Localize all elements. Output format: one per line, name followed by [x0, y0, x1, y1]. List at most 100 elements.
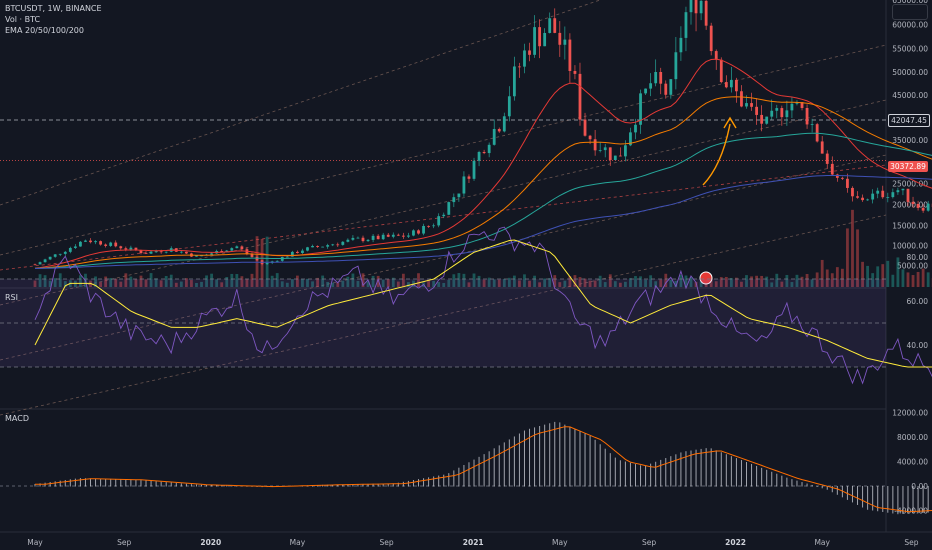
- volume-bar: [311, 281, 314, 287]
- volume-bar: [780, 281, 784, 287]
- candle-body: [447, 202, 451, 215]
- volume-bar: [689, 277, 693, 287]
- time-axis-label: Sep: [380, 538, 394, 547]
- volume-bar: [99, 282, 102, 287]
- candle-body: [306, 247, 309, 251]
- volume-bar: [79, 275, 82, 287]
- last-price-tag: 30372.89: [888, 161, 928, 172]
- volume-bar: [179, 281, 183, 287]
- volume-bar: [608, 274, 612, 287]
- macd-axis-label: 4000.00: [897, 458, 928, 467]
- volume-bar: [159, 280, 163, 287]
- rsi-axis-label: 60.00: [907, 297, 929, 306]
- candle-body: [472, 160, 476, 179]
- ema-label: EMA 20/50/100/200: [5, 26, 84, 35]
- volume-bar: [760, 275, 764, 287]
- volume-bar: [861, 261, 864, 287]
- volume-bar: [921, 268, 925, 287]
- volume-bar: [810, 279, 814, 287]
- candle-body: [714, 51, 718, 60]
- candle-body: [634, 124, 637, 133]
- volume-bar: [225, 276, 229, 287]
- candle-body: [164, 251, 168, 253]
- volume-bar: [507, 277, 511, 287]
- candle-body: [94, 241, 97, 243]
- candle-body: [583, 119, 587, 136]
- candle-body: [679, 37, 683, 53]
- candle-body: [417, 230, 420, 234]
- candle-body: [901, 188, 905, 191]
- volume-bar: [765, 276, 769, 287]
- candle-body: [381, 234, 385, 240]
- candle-body: [119, 246, 123, 249]
- volume-bar: [381, 279, 385, 287]
- volume-bar: [487, 277, 491, 287]
- time-axis-label: Sep: [904, 538, 918, 547]
- candle-body: [659, 71, 663, 84]
- candle-body: [835, 174, 839, 178]
- candle-body: [311, 246, 314, 248]
- candle-body: [184, 251, 188, 254]
- candle-body: [871, 193, 875, 200]
- volume-label: Vol · BTC: [5, 15, 41, 24]
- candle-body: [235, 246, 239, 249]
- candle-body: [568, 39, 572, 71]
- candle-body: [53, 254, 57, 257]
- volume-bar: [598, 275, 602, 287]
- candle-body: [528, 50, 531, 55]
- candle-body: [220, 250, 224, 253]
- volume-bar: [94, 276, 97, 287]
- volume-bar: [871, 273, 875, 287]
- projection-arrowhead: [723, 116, 737, 129]
- volume-bar: [745, 275, 748, 287]
- volume-bar: [634, 276, 637, 287]
- candle-body: [497, 128, 501, 132]
- candle-body: [482, 152, 486, 154]
- volume-bar: [795, 274, 799, 287]
- volume-bar: [699, 281, 703, 287]
- candle-body: [820, 141, 824, 154]
- volume-bar: [210, 273, 214, 287]
- candle-body: [275, 260, 279, 262]
- candle-body: [296, 251, 299, 253]
- candle-body: [452, 197, 456, 203]
- candle-body: [886, 197, 890, 198]
- candle-body: [401, 235, 405, 237]
- volume-bar: [553, 275, 557, 287]
- candle-body: [618, 155, 622, 157]
- candle-body: [386, 234, 390, 237]
- time-axis-label: Sep: [117, 538, 131, 547]
- volume-bar: [38, 274, 42, 287]
- volume-bar: [886, 260, 890, 287]
- macd-histogram-group: [34, 421, 929, 515]
- price-scale-button[interactable]: [892, 4, 928, 20]
- volume-bar: [356, 280, 360, 287]
- candle-body: [321, 246, 325, 248]
- volume-bar: [149, 273, 153, 287]
- volume-bar: [270, 275, 274, 287]
- volume-bar: [296, 275, 299, 287]
- volume-bar: [250, 273, 254, 287]
- volume-bar: [280, 281, 284, 287]
- rsi-pane-title: RSI: [5, 293, 18, 302]
- volume-bar: [109, 278, 113, 287]
- volume-bar: [543, 278, 547, 287]
- volume-bar: [401, 273, 405, 287]
- volume-bar: [184, 278, 188, 287]
- candle-body: [830, 163, 834, 175]
- candle-body: [179, 251, 183, 253]
- volume-bar: [391, 277, 395, 287]
- resistance-price-tag: 42047.45: [888, 114, 930, 127]
- candle-body: [89, 240, 92, 243]
- candle-body: [649, 83, 653, 89]
- volume-bar: [593, 280, 597, 287]
- candle-body: [129, 247, 133, 250]
- volume-bar: [452, 274, 456, 287]
- candle-body: [462, 176, 466, 194]
- candle-body: [780, 108, 784, 118]
- volume-bar: [290, 279, 294, 287]
- symbol-legend[interactable]: BTCUSDT, 1W, BINANCE Vol · BTC EMA 20/50…: [5, 3, 102, 36]
- macd-signal-line: [35, 426, 932, 513]
- volume-bar: [417, 273, 420, 287]
